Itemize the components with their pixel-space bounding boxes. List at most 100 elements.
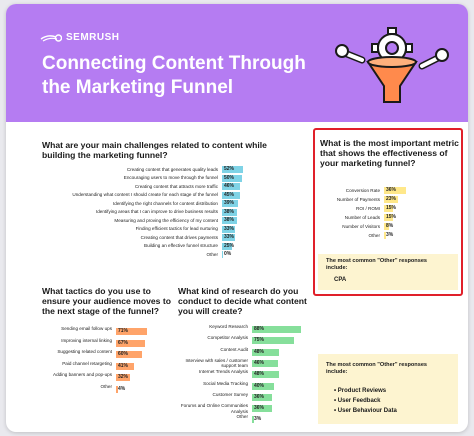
bar-label: Number of Visitors — [342, 223, 380, 229]
bar-value-label: 41% — [118, 362, 129, 369]
bar — [384, 232, 386, 239]
bar-value-label: 40% — [254, 382, 265, 389]
bar-value-label: 46% — [254, 359, 265, 366]
bar-value-label: 38% — [224, 217, 235, 223]
research-other-item-text: User Feedback — [337, 398, 381, 404]
bar — [222, 191, 240, 199]
bar-label: Content Audit — [220, 346, 248, 352]
research-other-item: • User Feedback — [334, 398, 381, 404]
bar — [252, 359, 278, 367]
header-banner: SEMRUSH Connecting Content Through the M… — [6, 4, 468, 122]
bar-value-label: 33% — [224, 225, 235, 232]
bar — [116, 328, 148, 335]
bar-label: ROI / ROMI — [356, 205, 380, 211]
bar-value-label: 4% — [118, 385, 126, 392]
bar — [252, 371, 279, 379]
bar-label: Building an effective funnel structure — [144, 243, 218, 248]
bar — [222, 251, 223, 258]
bar-label: Sending email follow ups — [61, 326, 112, 331]
bar-label: Social Media Tracking — [203, 380, 248, 386]
bar-value-label: 46% — [224, 183, 235, 189]
bar — [384, 187, 406, 194]
logo-text: SEMRUSH — [66, 32, 120, 43]
bar — [116, 339, 146, 347]
bar — [116, 362, 135, 370]
bar-value-label: 3% — [254, 416, 262, 423]
bar — [222, 166, 243, 173]
bar — [116, 374, 131, 381]
bar — [222, 225, 236, 233]
bar-value-label: 60% — [118, 351, 129, 357]
bar — [222, 174, 242, 182]
bar-label: Identifying areas that I can improve to … — [95, 209, 218, 214]
bar — [252, 337, 294, 345]
bar-value-label: 3% — [386, 232, 394, 238]
bar-label: Suggesting related content — [57, 349, 112, 354]
bar — [384, 196, 398, 203]
bar-label: Number of Leads — [344, 214, 380, 220]
bar-value-label: 45% — [224, 191, 235, 198]
bar — [222, 234, 236, 241]
bar-value-label: 52% — [224, 166, 235, 172]
bar-value-label: 32% — [118, 374, 129, 380]
bar-label: Identifying the right channels for conte… — [113, 200, 218, 206]
bar — [384, 205, 393, 212]
bar-value-label: 48% — [254, 348, 265, 355]
bar-value-label: 75% — [254, 337, 265, 344]
bar-value-label: 71% — [118, 328, 129, 334]
bar-value-label: 38% — [224, 208, 235, 215]
semrush-flame-icon — [40, 34, 62, 42]
bar — [222, 242, 232, 250]
metric-other-box: The most common "Other" responses includ… — [318, 254, 458, 290]
bar-value-label: 15% — [386, 205, 397, 211]
bar — [116, 385, 118, 393]
bar-label: Internet Trends Analysis — [198, 369, 248, 375]
bar-value-label: 36% — [254, 405, 265, 412]
research-title: What kind of research do you conduct to … — [178, 286, 307, 316]
funnel-gear-illustration — [335, 27, 449, 103]
page-title: Connecting Content Through the Marketing… — [42, 53, 306, 98]
bar-value-label: 25% — [224, 242, 235, 249]
bar-label: Creating content that drives payments — [140, 234, 218, 240]
metric-other-item: CPA — [334, 277, 347, 283]
bar-value-label: 48% — [254, 371, 265, 378]
bar-label: Creating content that attracts more traf… — [134, 183, 218, 189]
bar — [116, 351, 143, 358]
bar — [222, 183, 241, 190]
semrush-logo: SEMRUSH — [40, 32, 120, 43]
bar — [222, 217, 238, 224]
bar-label: Finding efficient tactics for lead nurtu… — [135, 226, 218, 231]
tactics-title: What tactics do you use to ensure your a… — [42, 286, 171, 316]
research-other-item: • Product Reviews — [334, 388, 387, 394]
bar-label: Improving internal linking — [61, 337, 112, 343]
bar — [252, 405, 273, 413]
bar-value-label: 15% — [386, 214, 397, 220]
bar-label: Other — [368, 232, 381, 238]
bar-value-label: 50% — [224, 174, 235, 181]
bar-label: Adding banners and pop-ups — [53, 372, 112, 377]
bar-label: Other — [236, 414, 249, 420]
metric-title: What is the most important metric that s… — [320, 138, 459, 168]
bar-label: Understanding what content I should crea… — [72, 192, 218, 197]
bar-value-label: 33% — [224, 234, 235, 240]
bar — [252, 382, 275, 390]
research-other-box: The most common "Other" responses includ… — [318, 354, 458, 424]
bar — [222, 200, 238, 207]
research-other-item: • User Behaviour Data — [334, 408, 397, 414]
bar-value-label: 67% — [118, 339, 129, 346]
bar-label: Competitor Analysis — [207, 335, 248, 341]
bar — [252, 416, 254, 424]
infographic-card: SEMRUSH Connecting Content Through the M… — [6, 4, 468, 432]
bar-value-label: 39% — [224, 200, 235, 206]
research-other-item-text: User Behaviour Data — [337, 408, 397, 414]
bar — [252, 348, 279, 356]
bar-label: Measuring and proving the efficiency of … — [114, 217, 218, 223]
bar-value-label: 88% — [254, 326, 265, 332]
research-other-title: The most common "Other" responses includ… — [326, 362, 428, 375]
bar-label: Other — [100, 383, 113, 389]
bar — [384, 214, 393, 221]
bar-label: Paid channel retargeting — [62, 360, 112, 366]
bar — [252, 326, 302, 333]
bar-label: Other — [206, 251, 219, 257]
research-other-item-text: Product Reviews — [337, 388, 387, 394]
